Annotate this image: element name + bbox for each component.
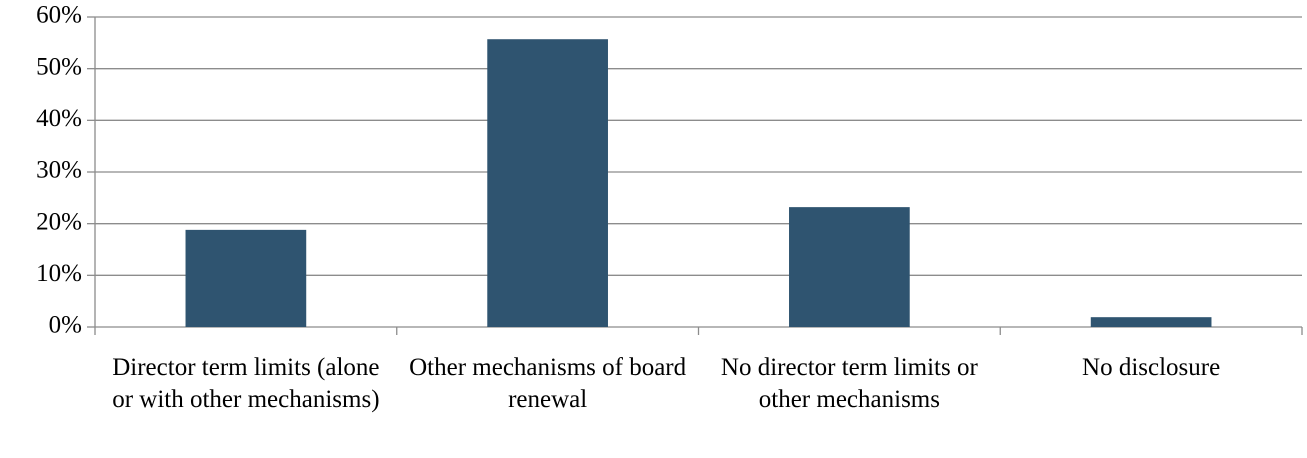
bar bbox=[487, 39, 608, 327]
x-tick-label: Other mechanisms of board renewal bbox=[409, 354, 687, 413]
bar bbox=[185, 229, 307, 327]
y-tick-label: 40% bbox=[36, 105, 82, 132]
x-tick-label: No disclosure bbox=[1082, 354, 1221, 381]
x-tick-label: No director term limits or other mechani… bbox=[720, 354, 978, 413]
y-tick-label: 10% bbox=[36, 260, 82, 287]
y-tick-label: 20% bbox=[36, 208, 82, 235]
y-tick-label: 30% bbox=[36, 157, 82, 184]
y-tick-label: 0% bbox=[49, 312, 82, 339]
y-tick-label: 50% bbox=[36, 53, 82, 80]
x-tick-label: Director term limits (alone or with othe… bbox=[112, 354, 380, 413]
bar bbox=[1090, 317, 1212, 327]
y-tick-label: 60% bbox=[36, 2, 82, 29]
bar bbox=[789, 207, 910, 327]
